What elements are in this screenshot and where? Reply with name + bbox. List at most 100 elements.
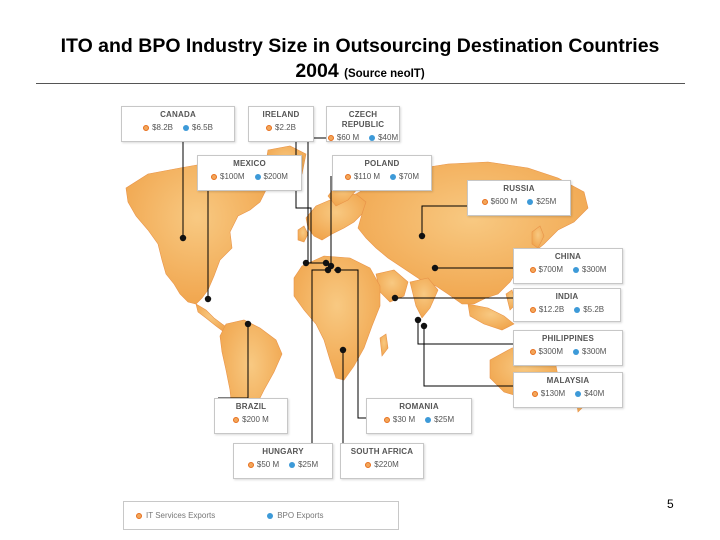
connector-malaysia [423,326,513,387]
title-divider [36,83,685,84]
country-box-mexico: MEXICO $100M $200M [197,155,302,191]
bpo-dot-icon [369,134,376,141]
bpo-dot-icon [573,266,579,273]
it-value: $220M [374,460,399,469]
bpo-dot-icon [425,416,432,423]
country-name: CHINA [554,252,582,261]
bpo-value: $40M [584,389,605,398]
land-madagascar [379,333,389,357]
country-name: ROMANIA [399,402,439,411]
marker-india [391,294,399,302]
bpo-value: $5.2B [583,305,605,314]
it-value: $50 M [256,460,280,469]
marker-hungary [324,266,332,274]
it-dot-icon [266,124,273,131]
marker-canada [179,234,187,242]
country-box-romania: ROMANIA $30 M $25M [366,398,472,434]
connector-philippines [417,320,513,345]
it-value: $12.2B [538,305,565,314]
slide-title: ITO and BPO Industry Size in Outsourcing… [0,34,720,87]
legend-bpo-label: BPO Exports [277,511,324,520]
country-name: MALAYSIA [546,376,590,385]
marker-philippines [414,316,422,324]
bpo-dot-icon [575,390,582,397]
marker-china [431,264,439,272]
title-line-1: ITO and BPO Industry Size in Outsourcing… [60,35,660,57]
bpo-dot-icon [527,198,534,205]
it-dot-icon [531,390,538,397]
marker-south-africa [339,346,347,354]
it-value: $600 M [490,197,518,206]
marker-mexico [204,295,212,303]
country-box-malaysia: MALAYSIA $130M $40M [513,372,623,408]
bpo-dot-icon [390,173,397,180]
bpo-dot-icon [574,306,581,313]
country-name: IRELAND [262,110,300,119]
marker-ireland [302,259,310,267]
bpo-value: $40M [378,133,399,142]
it-dot-icon [211,173,218,180]
country-box-brazil: BRAZIL $200 M [214,398,288,434]
title-source: (Source neoIT) [344,68,425,80]
it-value: $100M [220,172,245,181]
title-line-2: 2004 (Source neoIT) [0,59,720,87]
country-box-czech: CZECH REPUBLIC $60 M $40M [326,106,400,142]
bpo-dot-icon [254,173,261,180]
country-name: PHILIPPINES [542,334,594,343]
it-value: $200 M [242,415,269,424]
it-dot-icon [529,306,536,313]
marker-malaysia [420,322,428,330]
connector-romania [334,269,366,419]
title-year: 2004 [295,60,339,82]
country-box-china: CHINA $700M $300M [513,248,623,284]
it-dot-icon [143,124,150,131]
it-dot-icon [529,348,536,355]
bpo-dot-icon [573,348,579,355]
bpo-value: $300M [582,347,607,356]
it-value: $130M [540,389,566,398]
marker-czech [322,259,330,267]
country-name: CZECH REPUBLIC [341,110,385,129]
country-box-russia: RUSSIA $600 M $25M [467,180,571,216]
country-box-philippines: PHILIPPINES $300M $300M [513,330,623,366]
country-name: POLAND [364,159,400,168]
it-value: $700M [538,265,563,274]
marker-russia [418,232,426,240]
land-southeast-asia [467,303,515,331]
it-dot-icon [233,416,240,423]
country-box-india: INDIA $12.2B $5.2B [513,288,621,322]
page-number: 5 [667,497,674,511]
country-name: SOUTH AFRICA [350,447,414,456]
it-dot-icon [481,198,488,205]
bpo-dot-icon [289,461,296,468]
country-box-poland: POLAND $110 M $70M [332,155,432,191]
country-name: CANADA [160,110,196,119]
bpo-dot-icon [183,124,189,131]
map-legend: IT Services Exports BPO Exports [123,501,399,530]
bpo-value: $6.5B [192,123,213,132]
it-dot-icon [383,416,390,423]
connector-hungary [311,269,325,443]
it-dot-icon [365,461,372,468]
country-name: HUNGARY [262,447,304,456]
legend-item-bpo: BPO Exports [267,511,323,520]
marker-brazil [244,320,252,328]
it-value: $30 M [392,415,416,424]
it-value: $8.2B [152,123,173,132]
it-value: $60 M [336,133,360,142]
it-dot-icon [344,173,351,180]
land-japan [531,225,545,249]
country-box-canada: CANADA $8.2B $6.5B [121,106,235,142]
it-dot-icon [247,461,254,468]
country-name: MEXICO [233,159,266,168]
country-name: BRAZIL [235,402,267,411]
country-box-ireland: IRELAND $2.2B [248,106,314,142]
it-dot-icon [136,512,142,519]
it-value: $110 M [353,172,381,181]
bpo-value: $25M [434,415,455,424]
bpo-value: $25M [536,197,557,206]
bpo-value: $300M [582,265,607,274]
land-british-isles [297,225,309,243]
country-box-south-africa: SOUTH AFRICA $220M [340,443,424,479]
legend-it-label: IT Services Exports [146,511,216,520]
